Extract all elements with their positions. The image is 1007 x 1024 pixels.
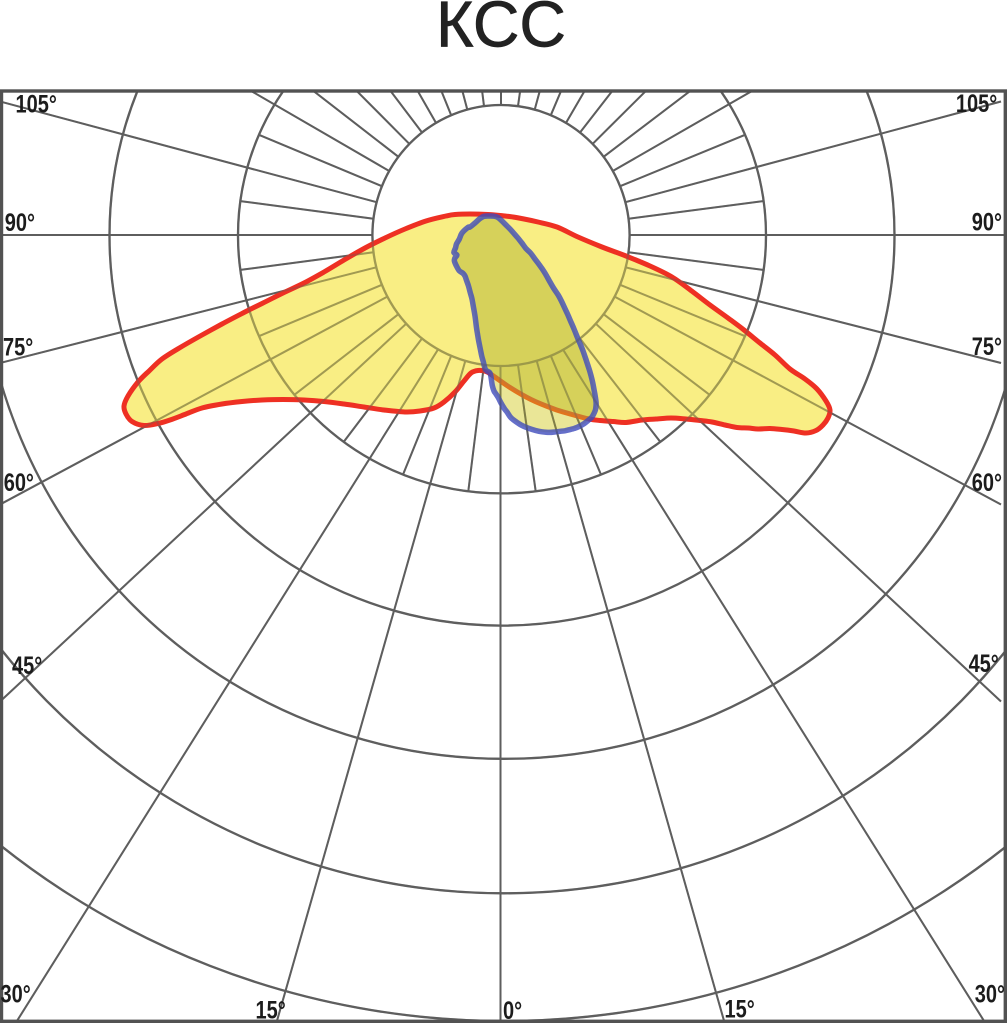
- svg-text:60°: 60°: [972, 469, 1002, 497]
- svg-text:105°: 105°: [16, 90, 57, 118]
- svg-text:0°: 0°: [503, 997, 522, 1024]
- svg-text:105°: 105°: [956, 90, 997, 118]
- svg-text:90°: 90°: [972, 208, 1002, 236]
- svg-text:15°: 15°: [725, 995, 755, 1023]
- svg-text:15°: 15°: [256, 996, 286, 1024]
- svg-text:75°: 75°: [3, 333, 33, 361]
- svg-text:КСС: КСС: [436, 0, 566, 61]
- svg-text:60°: 60°: [4, 469, 34, 497]
- svg-text:30°: 30°: [975, 980, 1005, 1008]
- svg-text:45°: 45°: [12, 652, 42, 680]
- svg-text:30°: 30°: [1, 980, 31, 1008]
- svg-text:45°: 45°: [969, 650, 999, 678]
- svg-text:90°: 90°: [5, 209, 35, 237]
- svg-text:75°: 75°: [972, 333, 1002, 361]
